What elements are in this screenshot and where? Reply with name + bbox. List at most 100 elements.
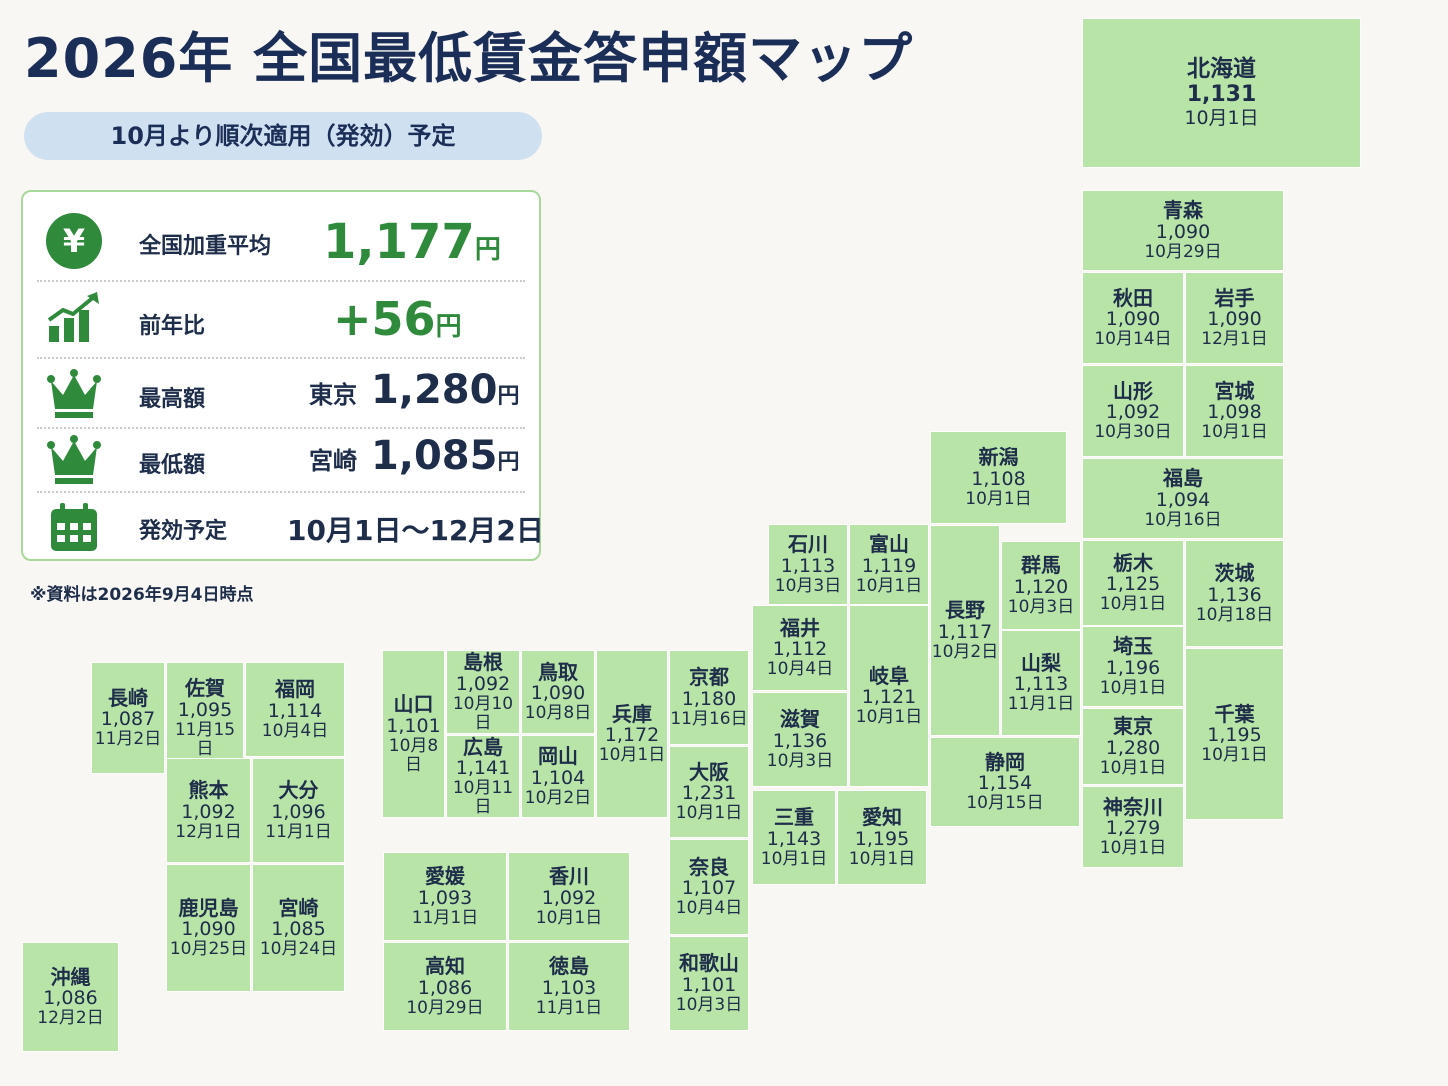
prefecture-date: 10月4日 (261, 720, 329, 741)
prefecture-date: 10月29日 (1144, 241, 1222, 262)
prefecture-wage: 1,101 (386, 714, 441, 737)
subtitle-pill: 10月より順次適用（発効）予定 (24, 112, 542, 160)
prefecture-tile: 愛知 1,195 10月1日 (837, 790, 927, 885)
prefecture-date: 10月3日 (766, 750, 834, 771)
prefecture-wage: 1,108 (971, 467, 1026, 490)
prefecture-date: 10月25日 (169, 939, 248, 960)
prefecture-wage: 1,141 (455, 757, 511, 780)
prefecture-name: 青森 (1163, 198, 1203, 223)
prefecture-tile: 福岡 1,114 10月4日 (245, 662, 345, 757)
prefecture-name: 和歌山 (679, 951, 739, 976)
prefecture-name: 茨城 (1214, 561, 1255, 586)
prefecture-name: 長野 (945, 598, 985, 623)
prefecture-date: 10月1日 (848, 848, 916, 869)
prefecture-wage: 1,085 (271, 918, 326, 941)
average-label: 全国加重平均 (139, 234, 272, 259)
prefecture-name: 広島 (463, 734, 503, 759)
prefecture-wage: 1,087 (100, 708, 156, 731)
prefecture-name: 山梨 (1021, 650, 1061, 675)
prefecture-wage: 1,092 (455, 672, 511, 695)
prefecture-name: 三重 (774, 805, 814, 830)
prefecture-wage: 1,101 (681, 973, 737, 996)
prefecture-name: 神奈川 (1103, 794, 1163, 819)
summary-row-schedule: 発効予定 10月1日～12月2日 (37, 493, 544, 555)
prefecture-tile: 山形 1,092 10月30日 (1082, 365, 1184, 457)
prefecture-tile: 熊本 1,092 12月1日 (166, 758, 251, 863)
prefecture-tile: 群馬 1,120 10月3日 (1001, 541, 1081, 630)
prefecture-date: 10月1日 (1184, 106, 1259, 129)
prefecture-name: 福島 (1163, 466, 1203, 491)
prefecture-date: 10月8日 (524, 703, 592, 724)
summary-panel: ¥ 全国加重平均 1,177円 前年比 +56円 最高額 東京 1,280円 (21, 190, 544, 561)
prefecture-tile: 大分 1,096 11月1日 (252, 758, 345, 863)
prefecture-date: 10月11日 (452, 778, 514, 818)
prefecture-tile: 鹿児島 1,090 10月25日 (166, 864, 251, 992)
prefecture-tile: 福井 1,112 10月4日 (752, 605, 848, 691)
prefecture-wage: 1,112 (772, 638, 828, 661)
prefecture-wage: 1,131 (1186, 81, 1257, 107)
prefecture-date: 11月15日 (174, 719, 236, 759)
prefecture-tile: 千葉 1,195 10月1日 (1185, 648, 1284, 820)
prefecture-name: 愛媛 (425, 864, 465, 889)
prefecture-wage: 1,154 (977, 772, 1033, 795)
prefecture-date: 10月4日 (766, 659, 834, 680)
prefecture-name: 岡山 (538, 744, 578, 769)
prefecture-date: 12月1日 (175, 821, 242, 842)
prefecture-name: 島根 (463, 650, 503, 675)
prefecture-tile: 岡山 1,104 10月2日 (521, 735, 595, 818)
prefecture-tile: 石川 1,113 10月3日 (768, 524, 848, 605)
prefecture-date: 10月15日 (966, 793, 1044, 814)
prefecture-date: 10月14日 (1094, 329, 1172, 350)
prefecture-tile: 徳島 1,103 11月1日 (508, 942, 630, 1031)
prefecture-wage: 1,196 (1105, 656, 1161, 679)
summary-row-average: ¥ 全国加重平均 1,177円 (37, 202, 525, 282)
prefecture-date: 11月1日 (535, 997, 603, 1018)
prefecture-name: 福井 (780, 615, 820, 640)
prefecture-name: 宮崎 (278, 895, 319, 920)
prefecture-date: 10月1日 (1099, 677, 1167, 698)
prefecture-tile: 長崎 1,087 11月2日 (91, 662, 165, 774)
prefecture-tile: 長野 1,117 10月2日 (930, 525, 1000, 736)
prefecture-wage: 1,125 (1105, 573, 1161, 596)
prefecture-wage: 1,090 (1155, 220, 1211, 243)
prefecture-wage: 1,172 (604, 724, 660, 747)
prefecture-wage: 1,090 (1207, 308, 1262, 331)
schedule-label: 発効予定 (139, 519, 228, 544)
prefecture-wage: 1,180 (681, 687, 737, 710)
prefecture-name: 石川 (788, 532, 828, 557)
prefecture-tile: 佐賀 1,095 11月15日 (166, 662, 244, 774)
prefecture-date: 11月1日 (1007, 694, 1075, 715)
prefecture-tile: 宮崎 1,085 10月24日 (252, 864, 345, 992)
prefecture-tile: 岐阜 1,121 10月1日 (849, 605, 929, 787)
prefecture-name: 滋賀 (780, 707, 820, 732)
prefecture-date: 10月1日 (675, 803, 743, 824)
prefecture-date: 10月30日 (1094, 422, 1172, 443)
prefecture-name: 高知 (425, 954, 465, 979)
prefecture-name: 香川 (549, 864, 589, 889)
prefecture-name: 沖縄 (50, 964, 91, 989)
prefecture-date: 11月1日 (265, 821, 332, 842)
prefecture-tile: 三重 1,143 10月1日 (752, 790, 836, 885)
prefecture-tile: 神奈川 1,279 10月1日 (1082, 786, 1184, 868)
prefecture-tile: 栃木 1,125 10月1日 (1082, 540, 1184, 626)
prefecture-name: 熊本 (188, 778, 229, 803)
prefecture-date: 10月1日 (1099, 838, 1167, 859)
change-label: 前年比 (139, 314, 206, 339)
prefecture-tile: 山梨 1,113 11月1日 (1001, 630, 1081, 736)
prefecture-name: 愛知 (862, 805, 902, 830)
crown-icon (47, 369, 101, 418)
prefecture-date: 10月1日 (1099, 594, 1167, 615)
prefecture-tile: 秋田 1,090 10月14日 (1082, 272, 1184, 364)
prefecture-wage: 1,092 (181, 800, 236, 823)
prefecture-date: 10月1日 (855, 575, 923, 596)
prefecture-name: 京都 (689, 665, 729, 690)
prefecture-wage: 1,086 (417, 976, 473, 999)
prefecture-date: 10月1日 (760, 848, 828, 869)
prefecture-tile: 沖縄 1,086 12月2日 (22, 942, 119, 1052)
highest-label: 最高額 (139, 387, 206, 412)
prefecture-name: 奈良 (689, 854, 729, 879)
prefecture-date: 10月1日 (1201, 745, 1268, 766)
prefecture-wage: 1,136 (1207, 583, 1262, 606)
prefecture-tile: 京都 1,180 11月16日 (669, 650, 749, 745)
prefecture-date: 10月2日 (931, 641, 999, 662)
